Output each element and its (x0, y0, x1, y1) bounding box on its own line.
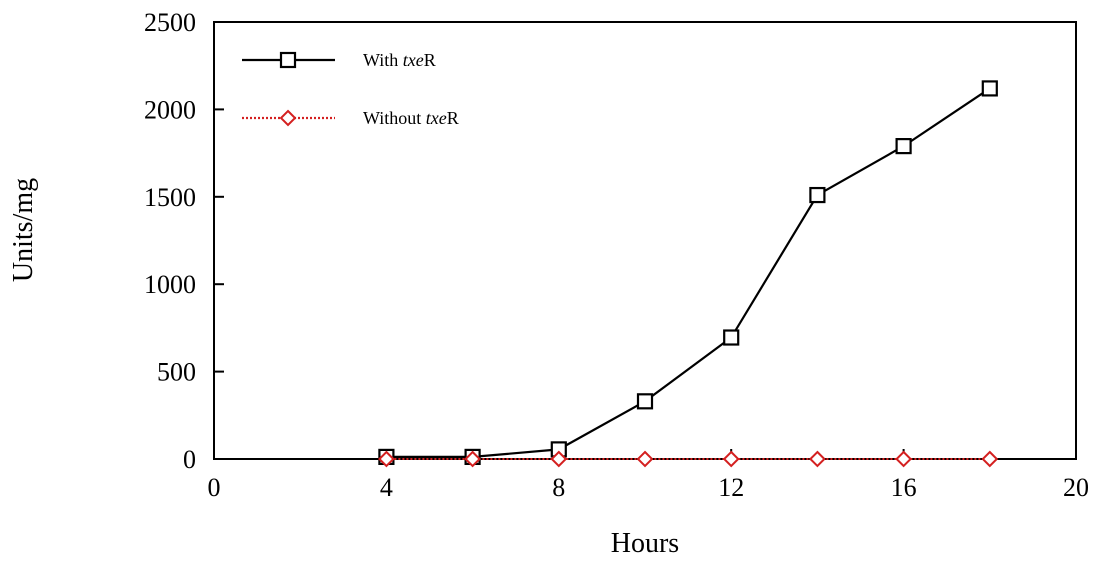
data-point (723, 329, 740, 346)
series-0 (378, 80, 998, 466)
x-tick-label: 16 (891, 473, 917, 502)
data-point (636, 450, 654, 468)
legend-label: Without txeR (363, 108, 459, 128)
data-point (895, 450, 913, 468)
series-layer (377, 80, 999, 468)
y-tick-label: 0 (183, 445, 196, 474)
legend-marker (279, 109, 297, 127)
legend-label: With txeR (363, 50, 436, 70)
x-tick-label: 12 (718, 473, 744, 502)
y-axis-label: Units/mg (8, 178, 39, 282)
y-axis: 0 500 1000 1500 2000 2500 (144, 8, 224, 474)
legend-marker (279, 51, 297, 69)
data-point (809, 186, 826, 204)
data-point (722, 450, 740, 468)
y-tick-label: 2500 (144, 8, 196, 37)
data-point (464, 450, 482, 468)
x-tick-label: 4 (380, 473, 393, 502)
y-tick-label: 1000 (144, 270, 196, 299)
y-tick-label: 2000 (144, 95, 196, 124)
x-tick-label: 8 (552, 473, 565, 502)
data-point (981, 450, 999, 468)
series-1 (377, 450, 999, 468)
legend-item: With txeR (242, 50, 436, 70)
y-tick-label: 1500 (144, 183, 196, 212)
x-tick-label: 20 (1063, 473, 1089, 502)
data-point (895, 138, 912, 155)
legend: With txeR Without txeR (242, 50, 459, 128)
series-line (386, 87, 991, 459)
x-axis: 0 4 8 12 16 20 (208, 449, 1089, 502)
data-point (550, 450, 568, 468)
x-tick-label: 0 (208, 473, 221, 502)
data-point (636, 393, 654, 410)
data-point (808, 450, 826, 468)
data-point (377, 450, 395, 468)
legend-item: Without txeR (242, 108, 459, 128)
y-tick-label: 500 (157, 358, 196, 387)
x-axis-label: Hours (611, 528, 679, 559)
data-point (981, 80, 998, 97)
